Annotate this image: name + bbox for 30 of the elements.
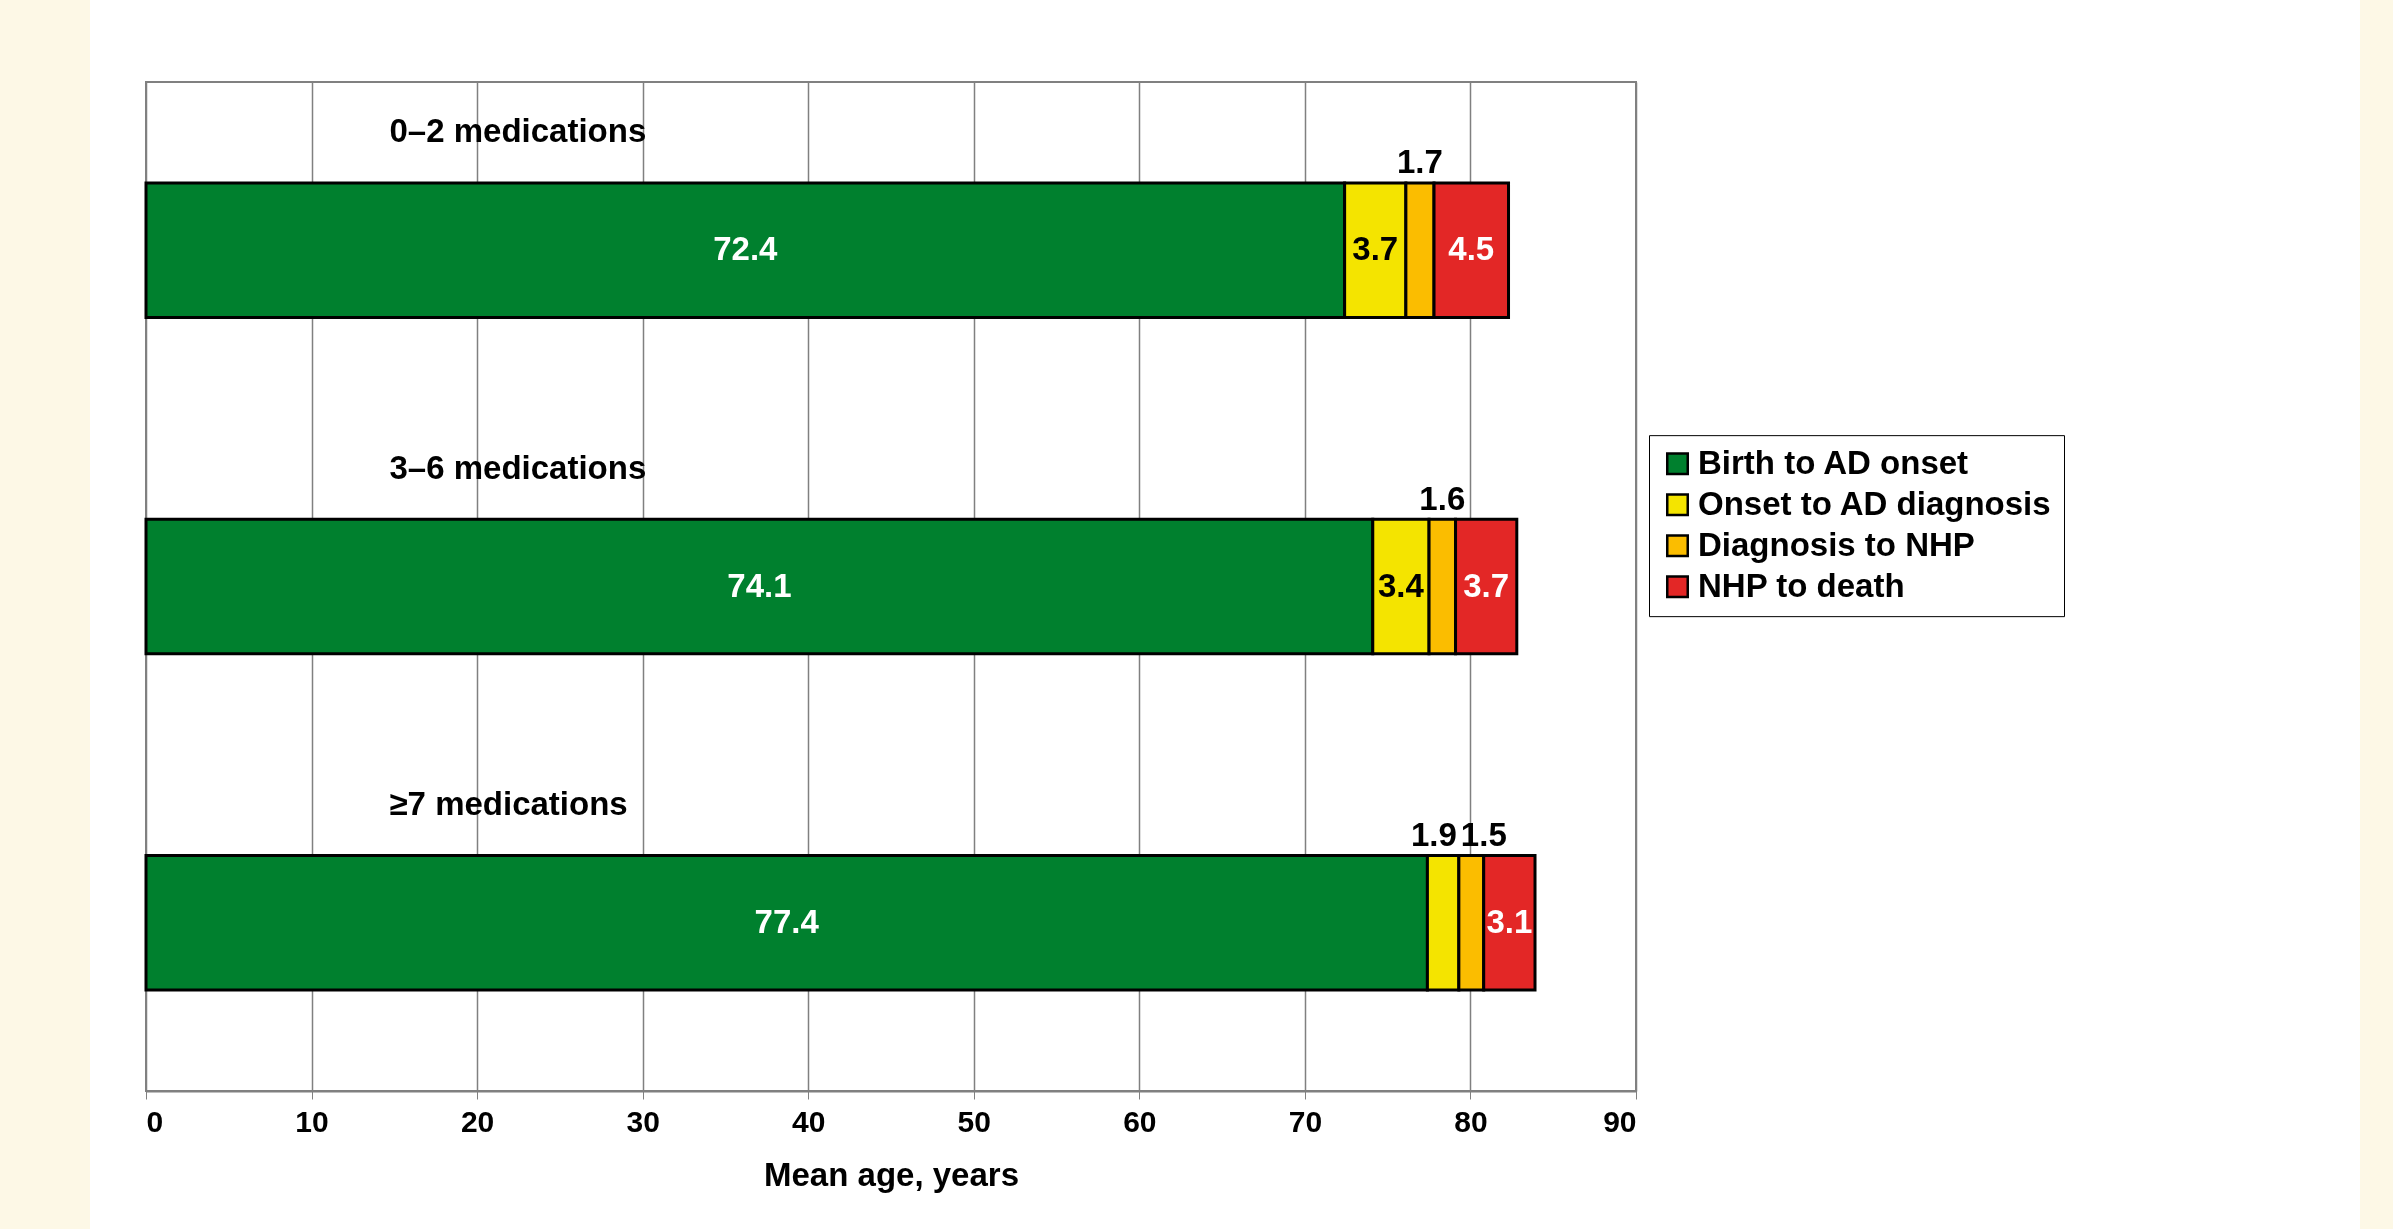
- y-tick-label: 0–2 medications: [389, 112, 647, 150]
- x-axis-title: Mean age, years: [764, 1155, 1019, 1193]
- data-label: 4.5: [1448, 230, 1495, 268]
- x-tick-label: 90: [1603, 1104, 1637, 1138]
- x-tick-label: 30: [626, 1104, 660, 1138]
- legend-label: Onset to AD diagnosis: [1698, 484, 2051, 522]
- y-tick-label: ≥7 medications: [389, 784, 628, 822]
- data-label: 3.4: [1377, 566, 1425, 604]
- data-label: 3.7: [1463, 566, 1510, 604]
- data-label: 74.1: [727, 566, 792, 604]
- data-label: 1.5: [1460, 815, 1507, 853]
- data-label: 1.6: [1419, 479, 1466, 517]
- x-tick-label: 40: [792, 1104, 826, 1138]
- x-tick-label: 10: [295, 1104, 329, 1138]
- data-label: 3.7: [1352, 230, 1399, 268]
- data-label: 1.7: [1397, 143, 1443, 181]
- x-tick-label: 70: [1288, 1104, 1323, 1138]
- data-label: 77.4: [754, 902, 820, 940]
- y-tick-label: 3–6 medications: [389, 448, 647, 486]
- legend-label: NHP to death: [1698, 566, 1905, 604]
- x-tick-label: 60: [1123, 1104, 1157, 1138]
- data-label: 72.4: [713, 230, 779, 268]
- data-label: 1.9: [1410, 815, 1457, 853]
- x-tick-label: 20: [460, 1104, 495, 1138]
- x-tick-label: 0: [146, 1104, 164, 1138]
- legend-label: Birth to AD onset: [1698, 443, 1969, 481]
- data-label: 3.1: [1486, 902, 1533, 940]
- legend-label: Diagnosis to NHP: [1698, 525, 1975, 563]
- x-tick-label: 50: [957, 1104, 991, 1138]
- x-tick-label: 80: [1454, 1104, 1488, 1138]
